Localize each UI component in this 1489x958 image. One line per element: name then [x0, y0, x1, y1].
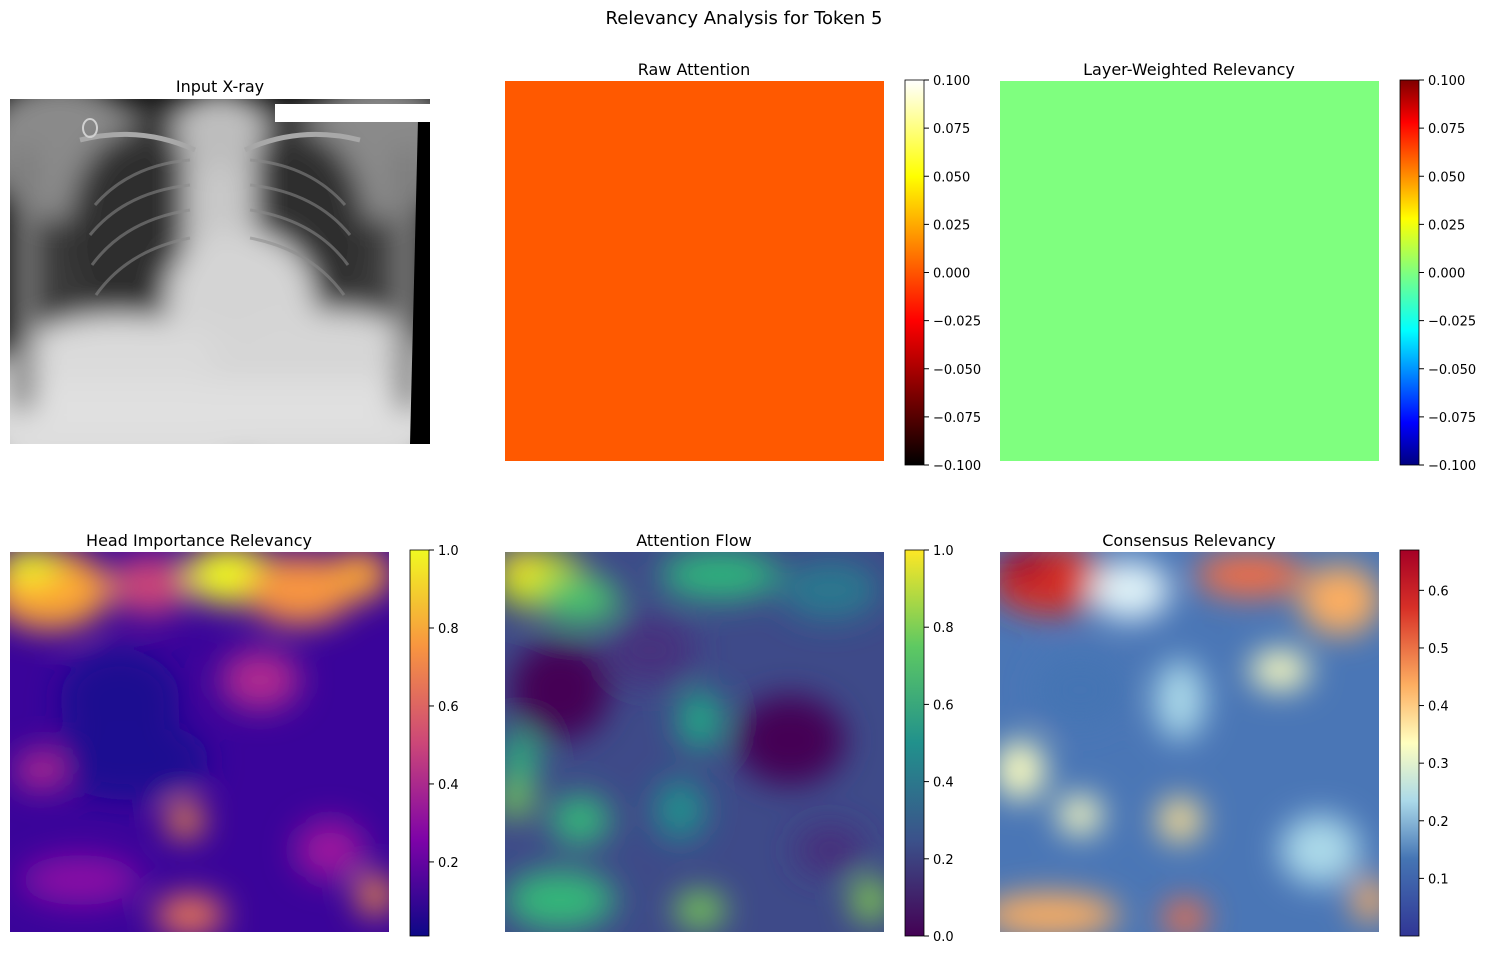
colorbar-ticks-attention-flow: 1.0 0.8 0.6 0.4 0.2 0.0	[924, 544, 954, 945]
colorbar-tick-label: 0.6	[933, 698, 954, 713]
heatmap-head-importance	[10, 552, 389, 932]
colorbar-tick-label: 0.2	[1428, 815, 1449, 830]
colorbar-tick-label: 0.100	[933, 74, 970, 89]
colorbar-ticks-raw-attention: 0.100 0.075 0.050 0.025 0.000 −0.025 −0.050 −0.…	[924, 74, 981, 474]
colorbar-ticks-consensus: 0.6 0.5 0.4 0.3 0.2 0.1	[1419, 584, 1449, 887]
colorbar-tick-label: 0.075	[1428, 122, 1465, 137]
colorbar-tick-label: 0.000	[933, 267, 970, 282]
panel-title-raw-attention: Raw Attention	[638, 60, 751, 79]
colorbar-ticks-head-importance: 1.0 0.8 0.6 0.4 0.2	[429, 544, 459, 871]
colorbar-tick-label: 0.6	[1428, 584, 1449, 599]
colorbar-tick-label: 0.1	[1428, 872, 1449, 887]
colorbar-tick-label: −0.075	[933, 411, 981, 426]
colorbar-tick-label: 0.8	[933, 621, 954, 636]
panel-attention-flow: Attention Flow	[505, 531, 954, 945]
colorbar-tick-label: −0.100	[1428, 459, 1476, 474]
panel-title-attention-flow: Attention Flow	[636, 531, 751, 550]
colorbar-tick-label: 0.6	[438, 700, 459, 715]
colorbar-tick-label: 1.0	[933, 544, 954, 559]
heatmap-consensus	[1000, 552, 1379, 932]
colorbar-tick-label: −0.025	[1428, 315, 1476, 330]
panel-title-input-xray: Input X-ray	[176, 77, 264, 96]
panel-title-head-importance: Head Importance Relevancy	[86, 531, 312, 550]
panel-raw-attention: Raw Attention 0.100 0.075 0.050 0.025 0.000 −…	[505, 60, 981, 474]
colorbar-tick-label: −0.050	[933, 363, 981, 378]
colorbar-tick-label: 0.025	[1428, 218, 1465, 233]
colorbar-tick-label: 0.4	[438, 778, 459, 793]
colorbar-tick-label: −0.100	[933, 459, 981, 474]
colorbar-tick-label: 0.4	[933, 776, 954, 791]
heatmap-raw-attention	[505, 81, 884, 461]
colorbar-layer-weighted	[1399, 79, 1420, 466]
panel-input-xray: Input X-ray	[10, 77, 430, 444]
colorbar-tick-label: 0.025	[933, 218, 970, 233]
colorbar-tick-label: 0.5	[1428, 642, 1449, 657]
colorbar-ticks-layer-weighted: 0.100 0.075 0.050 0.025 0.000 −0.025 −0.050 −0.…	[1419, 74, 1476, 474]
colorbar-head-importance	[409, 549, 430, 937]
colorbar-tick-label: 0.050	[1428, 170, 1465, 185]
colorbar-tick-label: 0.3	[1428, 757, 1449, 772]
colorbar-attention-flow	[904, 549, 925, 937]
panel-title-consensus: Consensus Relevancy	[1102, 531, 1276, 550]
colorbar-tick-label: 0.4	[1428, 700, 1449, 715]
figure-title: Relevancy Analysis for Token 5	[606, 8, 883, 29]
panel-head-importance: Head Importance Relevancy	[10, 531, 459, 937]
panel-consensus: Consensus Relevancy 0.60.	[1000, 531, 1449, 937]
colorbar-tick-label: 0.000	[1428, 267, 1465, 282]
panel-layer-weighted: Layer-Weighted Relevancy 0.100 0.075 0.050…	[1000, 60, 1476, 474]
colorbar-tick-label: 0.2	[438, 856, 459, 871]
colorbar-tick-label: 0.0	[933, 930, 954, 945]
colorbar-tick-label: −0.025	[933, 315, 981, 330]
colorbar-tick-label: 1.0	[438, 544, 459, 559]
colorbar-tick-label: 0.075	[933, 122, 970, 137]
colorbar-tick-label: 0.050	[933, 170, 970, 185]
colorbar-tick-label: 0.2	[933, 853, 954, 868]
heatmap-layer-weighted	[1000, 81, 1379, 461]
panel-title-layer-weighted: Layer-Weighted Relevancy	[1083, 60, 1295, 79]
colorbar-tick-label: −0.075	[1428, 411, 1476, 426]
colorbar-tick-label: −0.050	[1428, 363, 1476, 378]
colorbar-tick-label: 0.100	[1428, 74, 1465, 89]
colorbar-consensus	[1399, 549, 1420, 937]
xray-image	[10, 99, 430, 444]
colorbar-tick-label: 0.8	[438, 622, 459, 637]
colorbar-raw-attention	[904, 79, 925, 466]
heatmap-attention-flow	[505, 552, 884, 932]
